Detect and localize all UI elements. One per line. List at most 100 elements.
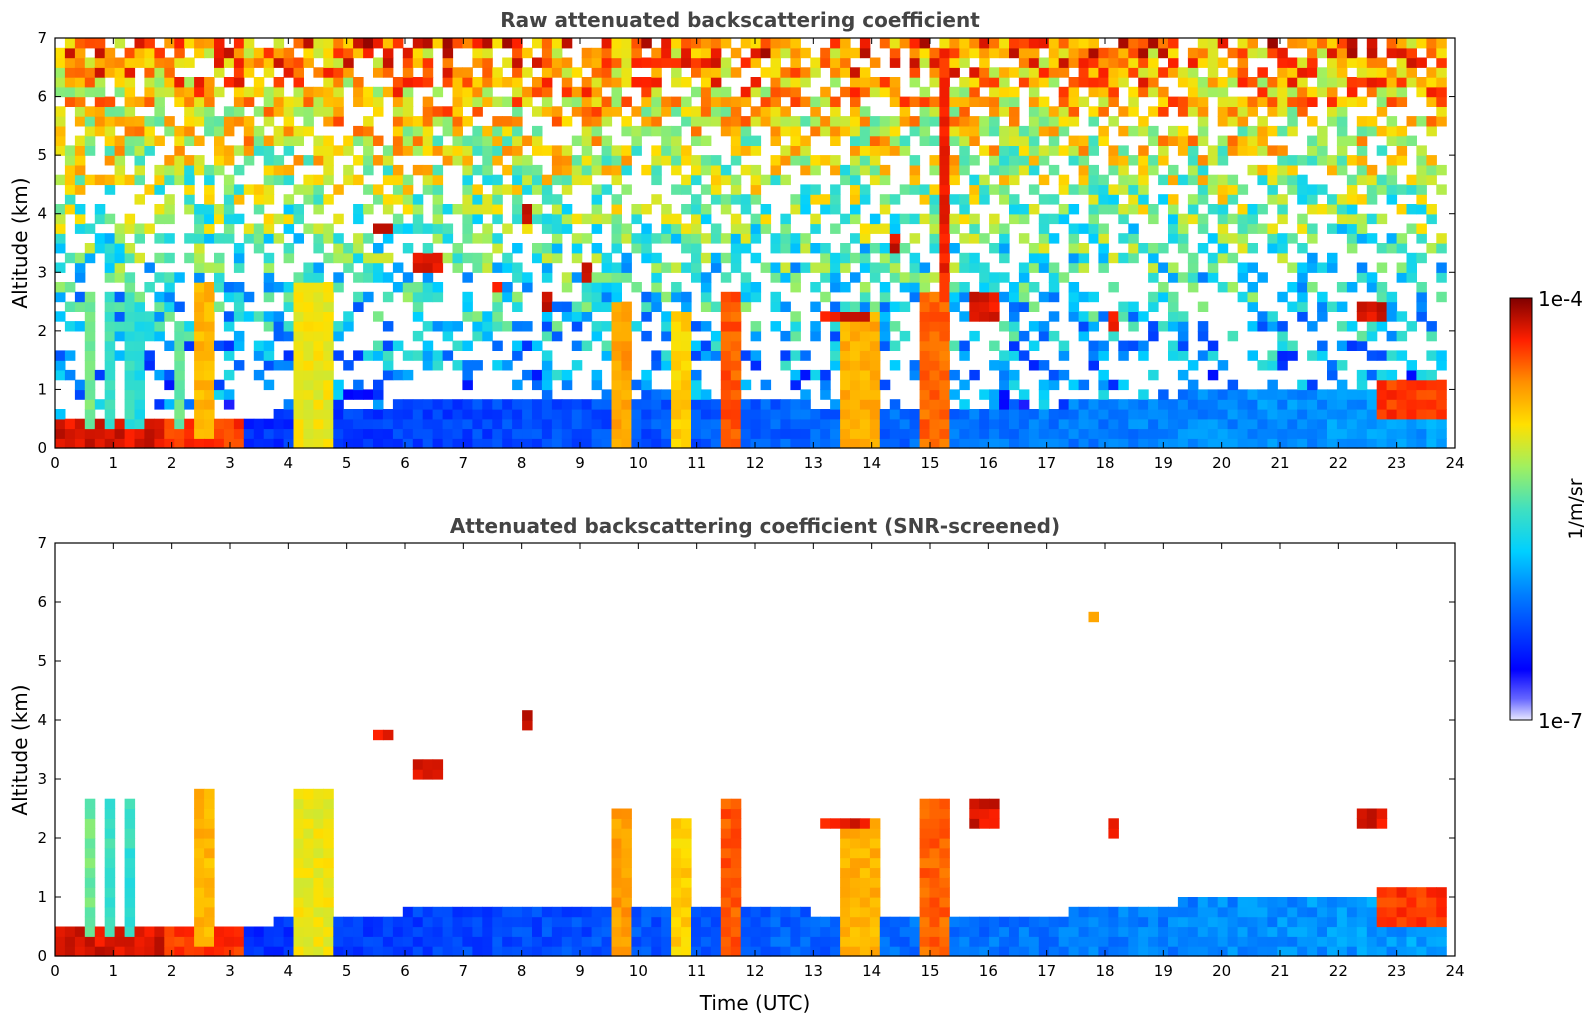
y-tick-label: 2 — [37, 829, 47, 847]
heatmap-cell — [790, 399, 801, 410]
heatmap-cell — [840, 857, 851, 869]
heatmap-cell — [214, 213, 225, 225]
heatmap-cell — [651, 86, 662, 98]
heatmap-cell — [561, 86, 573, 98]
heatmap-cell — [869, 164, 881, 176]
heatmap-cell — [859, 311, 871, 322]
heatmap-cell — [1078, 38, 1090, 49]
heatmap-cell — [730, 399, 742, 410]
heatmap-cell — [720, 887, 732, 898]
y-tick-label: 0 — [37, 439, 47, 457]
heatmap-cell — [740, 243, 752, 254]
panel-title: Attenuated backscattering coefficient (S… — [450, 514, 1060, 538]
heatmap-cell — [879, 116, 891, 127]
x-tick-label: 4 — [284, 454, 294, 472]
heatmap-cell — [720, 379, 732, 391]
heatmap-cell — [909, 184, 921, 195]
heatmap-cell — [1197, 96, 1209, 107]
heatmap-cell — [681, 291, 692, 303]
heatmap-cell — [422, 916, 434, 928]
heatmap-cell — [382, 145, 394, 156]
heatmap-cell — [94, 38, 106, 49]
heatmap-cell — [621, 808, 632, 819]
heatmap-cell — [1078, 174, 1090, 186]
heatmap-cell — [909, 438, 921, 449]
heatmap-cell — [104, 233, 116, 244]
heatmap-cell — [373, 57, 384, 68]
heatmap-cell — [1416, 428, 1427, 439]
heatmap-cell — [94, 96, 106, 107]
heatmap-cell — [641, 125, 652, 137]
heatmap-cell — [1009, 282, 1020, 293]
heatmap-cell — [353, 243, 364, 254]
heatmap-cell — [144, 350, 155, 361]
heatmap-cell — [343, 438, 354, 449]
heatmap-cell — [889, 38, 901, 49]
heatmap-cell — [482, 57, 493, 68]
heatmap-cell — [730, 428, 742, 439]
heatmap-cell — [989, 291, 1000, 303]
heatmap-cell — [382, 729, 394, 741]
heatmap-cell — [651, 145, 662, 156]
heatmap-cell — [1118, 204, 1129, 215]
heatmap-cell — [134, 291, 145, 303]
heatmap-cell — [1018, 272, 1030, 283]
heatmap-cell — [343, 389, 354, 400]
heatmap-cell — [1018, 233, 1030, 244]
heatmap-cell — [720, 906, 732, 918]
heatmap-cell — [1426, 418, 1437, 430]
heatmap-cell — [939, 360, 950, 371]
y-tick-label: 1 — [37, 888, 47, 906]
heatmap-cell — [204, 350, 215, 361]
heatmap-cell — [959, 946, 970, 957]
heatmap-cell — [1177, 418, 1189, 430]
heatmap-cell — [1366, 57, 1378, 68]
heatmap-cell — [691, 233, 702, 244]
heatmap-cell — [124, 798, 136, 810]
heatmap-cell — [1396, 272, 1408, 283]
heatmap-cell — [710, 174, 722, 186]
heatmap-cell — [541, 936, 553, 947]
heatmap-cell — [760, 106, 772, 117]
heatmap-cell — [1028, 252, 1040, 264]
heatmap-cell — [661, 330, 672, 342]
heatmap-cell — [1098, 233, 1109, 244]
heatmap-cell — [740, 38, 752, 49]
heatmap-cell — [859, 243, 871, 254]
heatmap-cell — [661, 38, 672, 49]
heatmap-cell — [124, 243, 136, 254]
heatmap-cell — [263, 213, 275, 225]
heatmap-cell — [969, 330, 980, 342]
heatmap-cell — [522, 86, 533, 98]
heatmap-cell — [561, 57, 573, 68]
heatmap-cell — [561, 77, 573, 88]
heatmap-cell — [641, 379, 652, 391]
heatmap-cell — [303, 360, 314, 371]
heatmap-cell — [671, 321, 682, 332]
heatmap-cell — [532, 428, 543, 439]
heatmap-cell — [1028, 57, 1040, 68]
heatmap-cell — [382, 86, 394, 98]
heatmap-cell — [621, 906, 632, 918]
colorbar: 1e-4 1e-7 1/m/sr — [1509, 287, 1587, 733]
heatmap-cell — [859, 828, 871, 839]
heatmap-cell — [710, 86, 722, 98]
heatmap-cell — [1297, 243, 1308, 254]
heatmap-cell — [651, 418, 662, 430]
heatmap-cell — [512, 67, 523, 78]
heatmap-cell — [1247, 897, 1258, 908]
heatmap-cell — [442, 946, 454, 957]
heatmap-cell — [949, 243, 960, 254]
heatmap-cell — [949, 428, 960, 439]
heatmap-cell — [194, 946, 205, 957]
heatmap-cell — [641, 116, 652, 127]
heatmap-cell — [661, 135, 672, 146]
heatmap-cell — [571, 360, 583, 371]
heatmap-cell — [1287, 438, 1298, 449]
heatmap-cell — [541, 184, 553, 195]
heatmap-cell — [204, 116, 215, 127]
heatmap-cell — [194, 369, 205, 381]
heatmap-cell — [432, 174, 444, 186]
heatmap-cell — [671, 311, 682, 322]
heatmap-cell — [1138, 936, 1149, 947]
